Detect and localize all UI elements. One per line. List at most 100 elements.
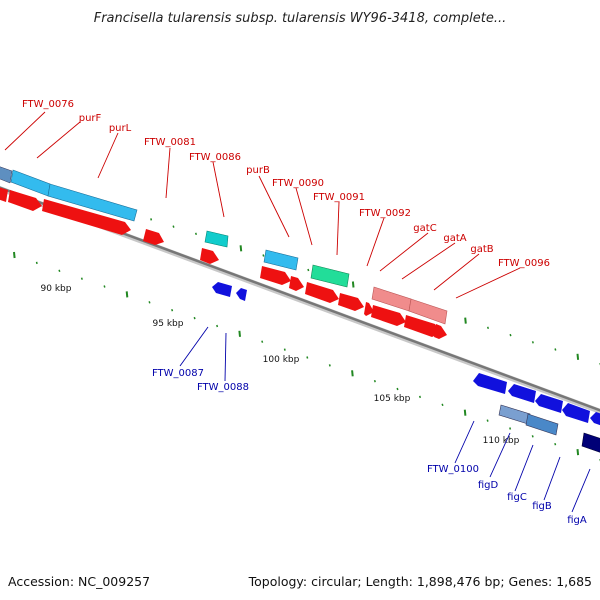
gene-label-figc[interactable]: figC [507, 492, 527, 503]
reverse-label-leaders [179, 326, 591, 513]
tick-mark [351, 281, 355, 288]
gene-label-ftw-0088[interactable]: FTW_0088 [197, 382, 249, 393]
cds-arrow[interactable] [289, 276, 304, 291]
cds-arrow[interactable] [305, 282, 339, 303]
cds-arrow[interactable] [260, 266, 291, 285]
feature-box[interactable] [204, 230, 229, 248]
map-title: Francisella tularensis subsp. tularensis… [94, 11, 507, 26]
gene-label-ftw-0096[interactable]: FTW_0096 [498, 258, 550, 269]
tick-mark [509, 333, 512, 337]
tick-mark [396, 387, 399, 391]
cds-arrow[interactable] [473, 373, 507, 394]
tick-mark [172, 225, 175, 228]
tick-mark [80, 277, 83, 280]
cds-arrow[interactable] [212, 282, 232, 297]
reverse-cds-track [212, 282, 600, 427]
feature-box[interactable] [581, 432, 600, 454]
inner-tick-marks [13, 251, 600, 462]
tick-mark [239, 245, 243, 252]
gene-label-purf[interactable]: purF [79, 113, 102, 124]
cds-arrow[interactable] [338, 293, 364, 311]
tick-mark [576, 449, 580, 456]
gene-label-gatb[interactable]: gatB [470, 244, 493, 255]
tick-mark [35, 261, 38, 265]
tick-mark [262, 254, 265, 257]
tick-mark [486, 419, 489, 422]
feature-box[interactable] [310, 264, 350, 288]
gene-label-ftw-0090[interactable]: FTW_0090 [272, 178, 324, 189]
tick-mark [554, 442, 557, 446]
feature-box[interactable] [525, 413, 559, 436]
scale-label-100kbp: 100 kbp [263, 355, 300, 365]
gene-label-ftw-0100[interactable]: FTW_0100 [427, 464, 479, 475]
reverse-gene-labels: FTW_0087 FTW_0088 FTW_0100 figD figC fig… [152, 368, 587, 526]
cds-arrow[interactable] [8, 190, 42, 211]
cds-arrow[interactable] [364, 302, 374, 316]
tick-mark [486, 326, 490, 330]
cds-arrow[interactable] [200, 248, 219, 264]
gene-label-figd[interactable]: figD [478, 480, 499, 491]
tick-mark [58, 269, 61, 273]
tick-mark [307, 268, 310, 272]
forward-cds-track [0, 186, 447, 339]
scale-label-105kbp: 105 kbp [374, 394, 411, 404]
gene-label-ftw-0092[interactable]: FTW_0092 [359, 208, 411, 219]
tick-mark [171, 308, 174, 312]
cds-arrow[interactable] [0, 186, 8, 202]
feature-box[interactable] [263, 249, 299, 271]
gene-label-gata[interactable]: gatA [443, 233, 466, 244]
tick-mark [261, 340, 264, 343]
genome-summary-text: Topology: circular; Length: 1,898,476 bp… [248, 574, 592, 589]
forward-gene-labels: FTW_0076 purF purL FTW_0081 FTW_0086 pur… [22, 99, 550, 269]
tick-mark [328, 364, 331, 367]
tick-mark [576, 353, 580, 360]
gene-label-ftw-0087[interactable]: FTW_0087 [152, 368, 204, 379]
cds-arrow[interactable] [143, 229, 164, 245]
tick-mark [13, 251, 16, 259]
cds-arrow[interactable] [508, 384, 536, 403]
gene-label-figb[interactable]: figB [532, 501, 552, 512]
gene-label-purl[interactable]: purL [109, 123, 132, 134]
tick-mark [463, 409, 467, 416]
tick-mark [306, 356, 309, 359]
tick-mark [509, 427, 512, 430]
cds-arrow[interactable] [404, 315, 441, 337]
gene-label-ftw-0076[interactable]: FTW_0076 [22, 99, 74, 110]
tick-mark [283, 348, 286, 351]
tick-mark [238, 330, 241, 337]
feature-box[interactable] [408, 298, 448, 325]
feature-box[interactable] [10, 169, 51, 197]
tick-mark [373, 379, 376, 383]
feature-box[interactable] [498, 404, 531, 425]
cds-arrow[interactable] [562, 403, 590, 423]
gene-label-gatc[interactable]: gatC [413, 223, 436, 234]
tick-mark [351, 370, 354, 377]
scale-label-90kbp: 90 kbp [41, 284, 72, 294]
gene-label-ftw-0091[interactable]: FTW_0091 [313, 192, 365, 203]
tick-mark [103, 285, 106, 288]
feature-box[interactable] [0, 165, 13, 184]
feature-box[interactable] [47, 183, 138, 222]
tick-mark [216, 324, 219, 328]
cds-arrow[interactable] [371, 305, 406, 326]
tick-mark [531, 341, 534, 344]
tick-mark [441, 403, 444, 407]
scale-label-110kbp: 110 kbp [483, 436, 520, 446]
gene-label-purb[interactable]: purB [246, 165, 270, 176]
cds-arrow[interactable] [590, 412, 600, 427]
tick-mark [464, 317, 467, 324]
cds-arrow[interactable] [434, 324, 447, 339]
cds-arrow[interactable] [236, 288, 247, 301]
feature-track [0, 165, 600, 454]
cds-arrow[interactable] [535, 394, 563, 413]
tick-mark [193, 316, 196, 320]
cds-arrow[interactable] [42, 199, 131, 235]
tick-mark [531, 435, 534, 438]
tick-mark [148, 301, 151, 304]
tick-mark [150, 218, 153, 221]
gene-label-ftw-0081[interactable]: FTW_0081 [144, 137, 196, 148]
tick-mark [125, 291, 129, 298]
gene-label-figa[interactable]: figA [567, 515, 587, 526]
gene-label-ftw-0086[interactable]: FTW_0086 [189, 152, 241, 163]
